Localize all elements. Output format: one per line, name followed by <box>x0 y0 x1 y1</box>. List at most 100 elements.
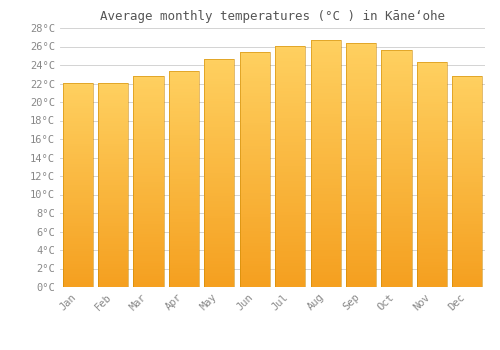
Bar <box>169 203 199 206</box>
Bar <box>275 187 306 190</box>
Bar <box>169 187 199 190</box>
Bar <box>346 214 376 217</box>
Bar <box>452 218 482 221</box>
Bar <box>98 90 128 93</box>
Bar <box>275 46 306 287</box>
Bar <box>240 140 270 143</box>
Bar <box>310 201 340 204</box>
Bar <box>204 159 234 161</box>
Bar <box>382 204 412 207</box>
Bar <box>169 265 199 268</box>
Bar <box>204 67 234 70</box>
Bar <box>382 124 412 127</box>
Bar <box>62 116 93 118</box>
Bar <box>169 106 199 108</box>
Bar <box>240 84 270 87</box>
Bar <box>240 155 270 158</box>
Bar <box>275 215 306 218</box>
Bar <box>382 50 412 287</box>
Bar <box>169 90 199 92</box>
Bar <box>62 103 93 106</box>
Bar <box>310 99 340 102</box>
Bar <box>310 65 340 68</box>
Bar <box>169 222 199 225</box>
Bar <box>275 130 306 133</box>
Bar <box>452 276 482 279</box>
Bar <box>417 191 447 194</box>
Bar <box>169 184 199 187</box>
Bar <box>346 281 376 284</box>
Bar <box>134 229 164 232</box>
Bar <box>169 73 199 76</box>
Bar <box>169 71 199 73</box>
Bar <box>310 145 340 148</box>
Bar <box>240 128 270 131</box>
Bar <box>417 155 447 158</box>
Bar <box>275 103 306 106</box>
Bar <box>310 244 340 247</box>
Bar <box>204 187 234 190</box>
Bar <box>134 171 164 174</box>
Bar <box>204 144 234 147</box>
Bar <box>452 108 482 110</box>
Bar <box>310 176 340 179</box>
Bar <box>240 161 270 164</box>
Bar <box>98 208 128 210</box>
Bar <box>417 110 447 113</box>
Bar <box>275 190 306 194</box>
Bar <box>204 284 234 287</box>
Bar <box>275 175 306 178</box>
Bar <box>275 109 306 112</box>
Bar <box>169 228 199 230</box>
Bar <box>134 105 164 108</box>
Bar <box>240 67 270 70</box>
Bar <box>346 244 376 247</box>
Bar <box>204 113 234 116</box>
Bar <box>98 248 128 251</box>
Bar <box>169 87 199 90</box>
Bar <box>62 203 93 205</box>
Bar <box>204 147 234 150</box>
Bar <box>169 198 199 201</box>
Bar <box>417 189 447 191</box>
Bar <box>346 76 376 79</box>
Bar <box>275 227 306 230</box>
Bar <box>204 261 234 264</box>
Bar <box>452 113 482 116</box>
Bar <box>62 228 93 231</box>
Bar <box>62 149 93 152</box>
Bar <box>204 133 234 136</box>
Bar <box>62 248 93 251</box>
Bar <box>169 284 199 287</box>
Bar <box>98 88 128 90</box>
Bar <box>346 138 376 140</box>
Bar <box>452 245 482 247</box>
Bar <box>417 248 447 251</box>
Bar <box>62 85 93 88</box>
Bar <box>204 267 234 270</box>
Bar <box>275 242 306 245</box>
Bar <box>417 253 447 256</box>
Bar <box>98 185 128 187</box>
Bar <box>98 231 128 233</box>
Bar <box>275 124 306 127</box>
Bar <box>204 193 234 196</box>
Bar <box>98 157 128 159</box>
Bar <box>346 260 376 262</box>
Bar <box>169 114 199 117</box>
Bar <box>240 272 270 275</box>
Bar <box>382 110 412 112</box>
Bar <box>240 111 270 114</box>
Bar <box>240 243 270 246</box>
Bar <box>240 173 270 175</box>
Bar <box>98 177 128 180</box>
Bar <box>169 241 199 244</box>
Bar <box>452 110 482 113</box>
Bar <box>346 275 376 278</box>
Bar <box>310 188 340 191</box>
Bar <box>452 137 482 139</box>
Bar <box>62 246 93 248</box>
Bar <box>204 167 234 170</box>
Bar <box>62 90 93 93</box>
Bar <box>62 154 93 157</box>
